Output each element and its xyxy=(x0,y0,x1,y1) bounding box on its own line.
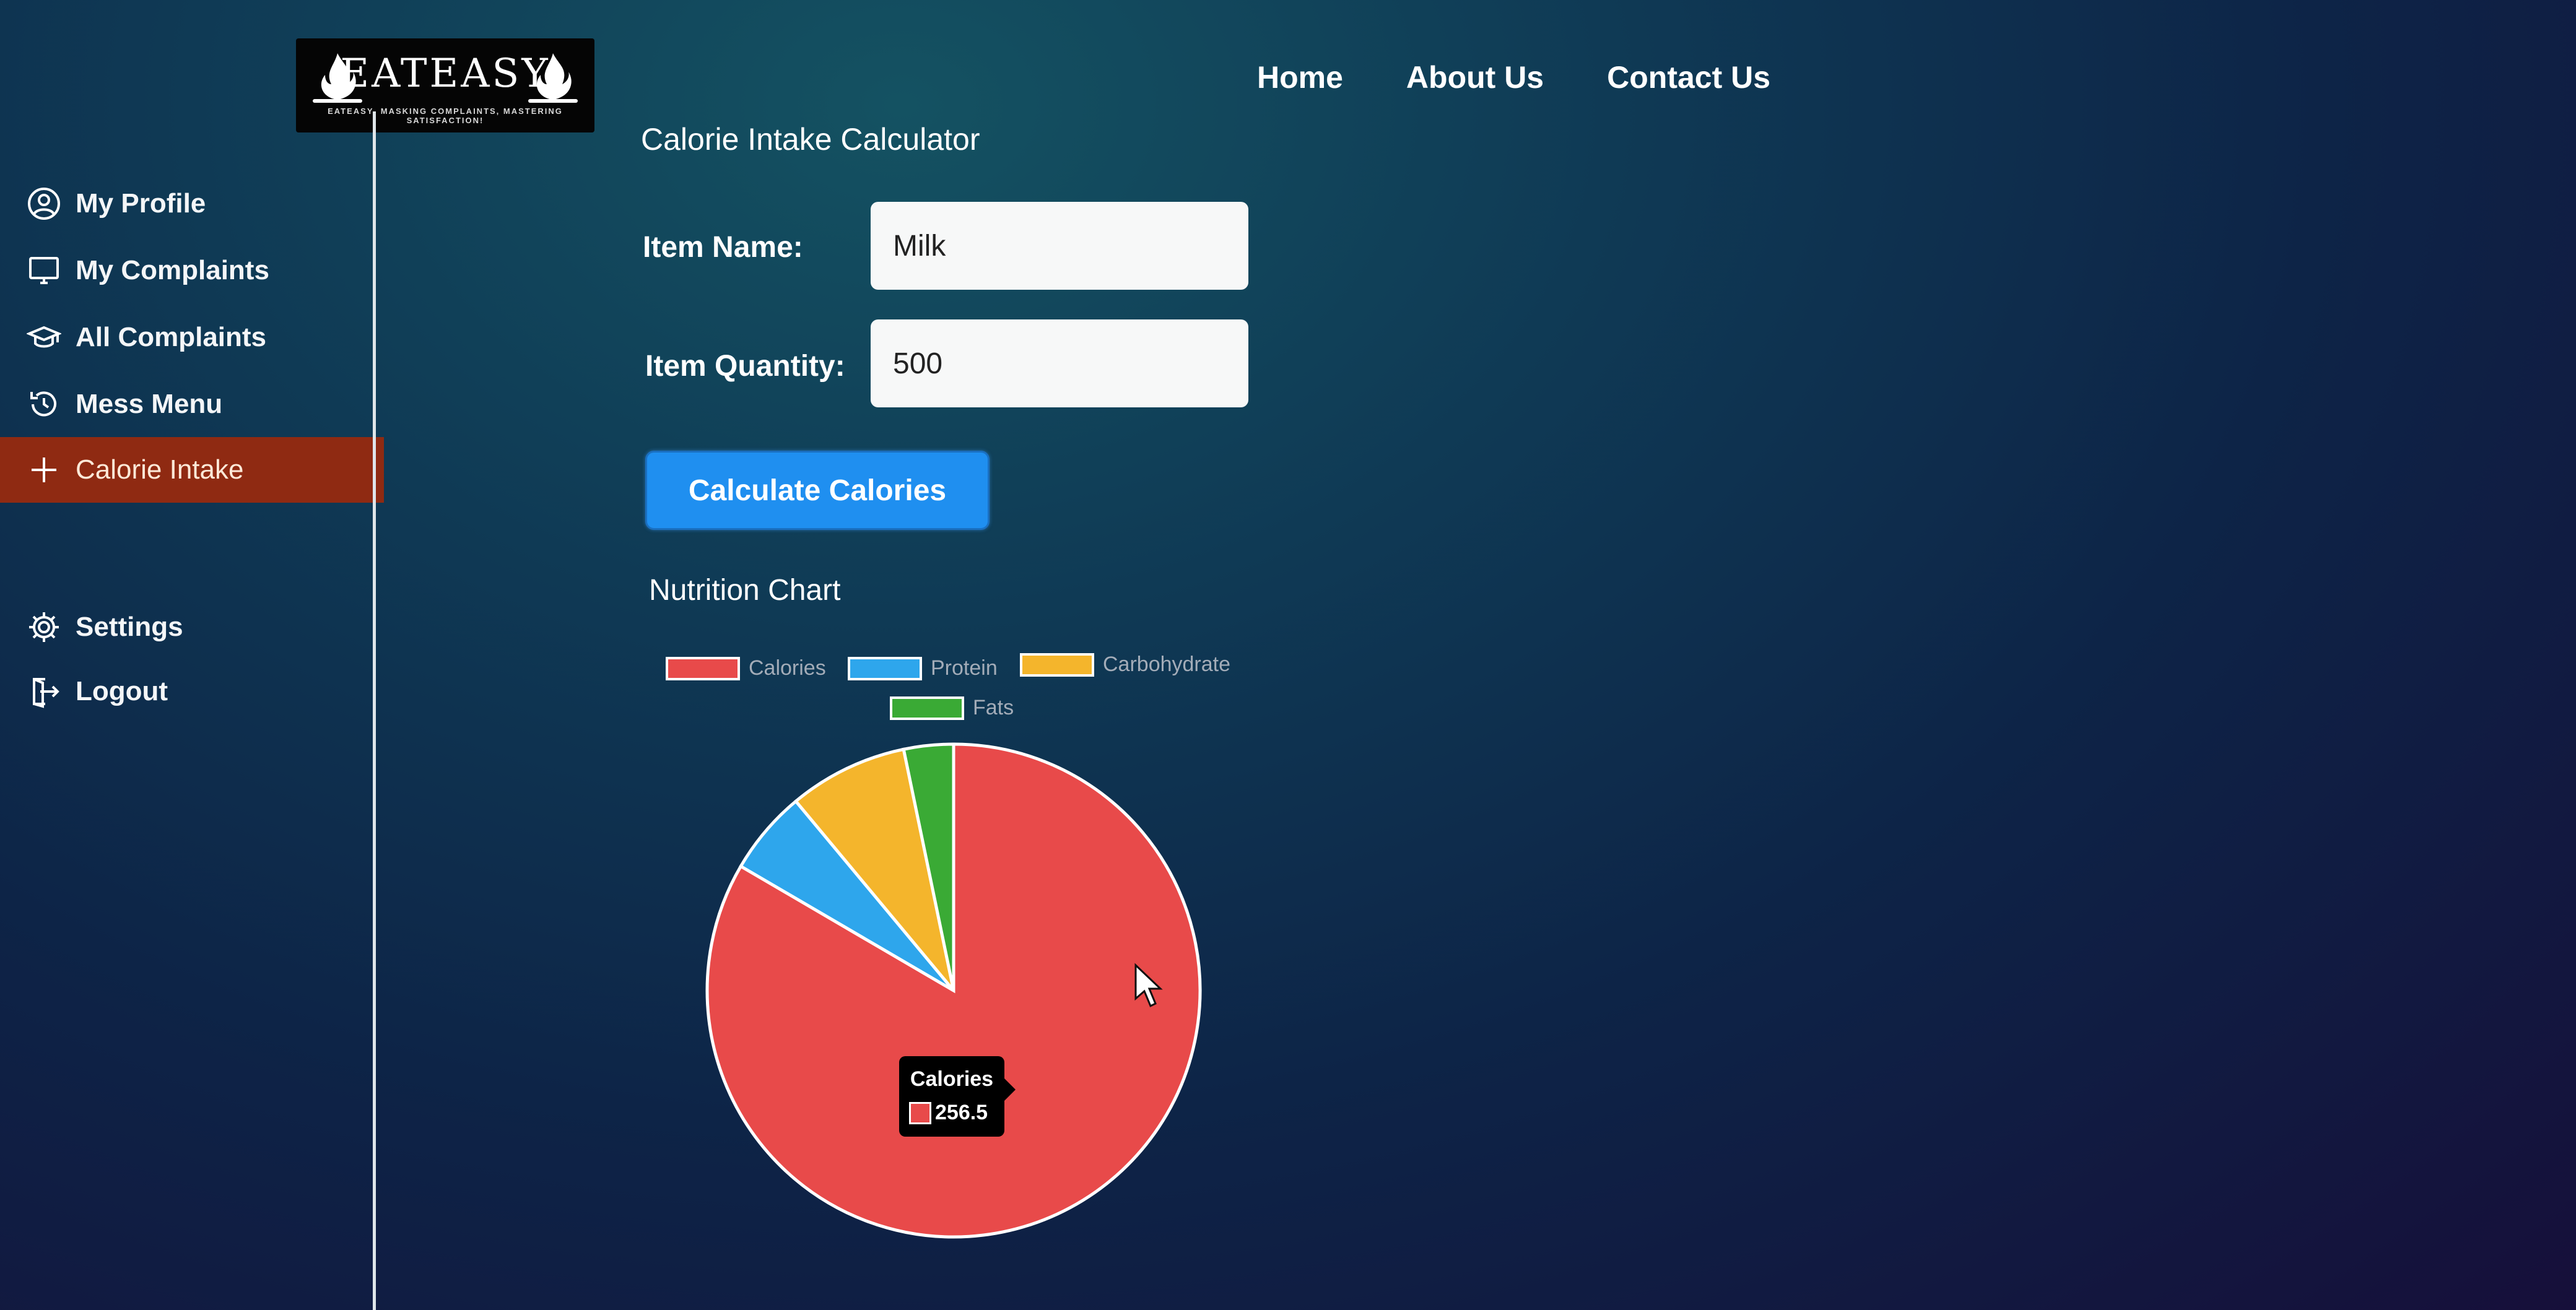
pie-slice-carbohydrate[interactable] xyxy=(793,747,955,992)
sidebar-item-label: My Profile xyxy=(76,188,206,219)
logo[interactable]: EATEASY EATEASY- MASKING COMPLAINTS, MAS… xyxy=(296,38,594,132)
sidebar-item-all-complaints[interactable]: All Complaints xyxy=(0,305,384,370)
history-icon xyxy=(26,386,62,422)
nutrition-pie-chart xyxy=(705,742,1202,1239)
sidebar: EATEASY EATEASY- MASKING COMPLAINTS, MAS… xyxy=(0,0,594,1310)
sidebar-item-label: Mess Menu xyxy=(76,389,223,419)
sidebar-item-calorie-intake[interactable]: Calorie Intake xyxy=(0,437,384,503)
legend-swatch xyxy=(848,656,922,680)
sidebar-item-label: My Complaints xyxy=(76,255,269,285)
tooltip-swatch xyxy=(909,1101,931,1124)
logo-text: EATEASY xyxy=(340,51,550,97)
top-nav: Home About Us Contact Us xyxy=(1257,59,1770,95)
logo-tagline: EATEASY- MASKING COMPLAINTS, MASTERING S… xyxy=(328,106,563,125)
tooltip-value: 256.5 xyxy=(935,1101,988,1124)
pie-slice-protein[interactable] xyxy=(738,799,955,992)
tooltip-row: 256.5 xyxy=(909,1101,988,1125)
legend-item-fats[interactable]: Fats xyxy=(890,696,1014,720)
flame-pan-icon xyxy=(528,53,578,103)
nav-home[interactable]: Home xyxy=(1257,60,1343,95)
legend-swatch xyxy=(1020,653,1094,677)
item-quantity-input[interactable] xyxy=(871,319,1248,407)
legend-swatch xyxy=(890,696,964,720)
pie-slice-fats[interactable] xyxy=(902,742,955,991)
legend-item-carbohydrate[interactable]: Carbohydrate xyxy=(1020,653,1230,677)
sidebar-item-label: Settings xyxy=(76,612,183,642)
sidebar-item-my-complaints[interactable]: My Complaints xyxy=(0,238,384,303)
legend-label: Fats xyxy=(973,696,1014,719)
sidebar-divider xyxy=(373,111,376,1310)
legend-label: Carbohydrate xyxy=(1103,653,1231,676)
logout-icon xyxy=(26,674,62,709)
user-circle-icon xyxy=(26,186,62,222)
calculate-calories-button[interactable]: Calculate Calories xyxy=(645,451,990,530)
chart-tooltip: Calories 256.5 xyxy=(899,1056,1016,1137)
legend-label: Calories xyxy=(749,656,826,680)
tooltip-title: Calories xyxy=(910,1067,994,1091)
item-name-input[interactable] xyxy=(871,202,1248,290)
legend-item-protein[interactable]: Protein xyxy=(848,656,998,680)
sidebar-item-label: Logout xyxy=(76,676,168,706)
nav-about-us[interactable]: About Us xyxy=(1406,60,1544,95)
chart-title: Nutrition Chart xyxy=(649,574,841,607)
plus-icon xyxy=(26,452,62,488)
sidebar-item-my-profile[interactable]: My Profile xyxy=(0,171,384,236)
gear-icon xyxy=(26,609,62,645)
sidebar-item-mess-menu[interactable]: Mess Menu xyxy=(0,371,384,437)
sidebar-item-logout[interactable]: Logout xyxy=(0,659,384,724)
mouse-cursor-icon xyxy=(1134,963,1163,1008)
graduation-cap-icon xyxy=(26,319,62,355)
legend-item-calories[interactable]: Calories xyxy=(666,656,826,680)
monitor-icon xyxy=(26,253,62,288)
legend-swatch xyxy=(666,656,740,680)
nav-contact-us[interactable]: Contact Us xyxy=(1607,60,1771,95)
page-title: Calorie Intake Calculator xyxy=(641,122,980,157)
sidebar-item-settings[interactable]: Settings xyxy=(0,594,384,660)
sidebar-item-label: Calorie Intake xyxy=(76,454,244,485)
item-name-label: Item Name: xyxy=(643,231,803,264)
sidebar-item-label: All Complaints xyxy=(76,322,267,352)
legend-label: Protein xyxy=(931,656,998,680)
flame-pan-icon xyxy=(313,53,362,103)
item-quantity-label: Item Quantity: xyxy=(645,350,845,383)
